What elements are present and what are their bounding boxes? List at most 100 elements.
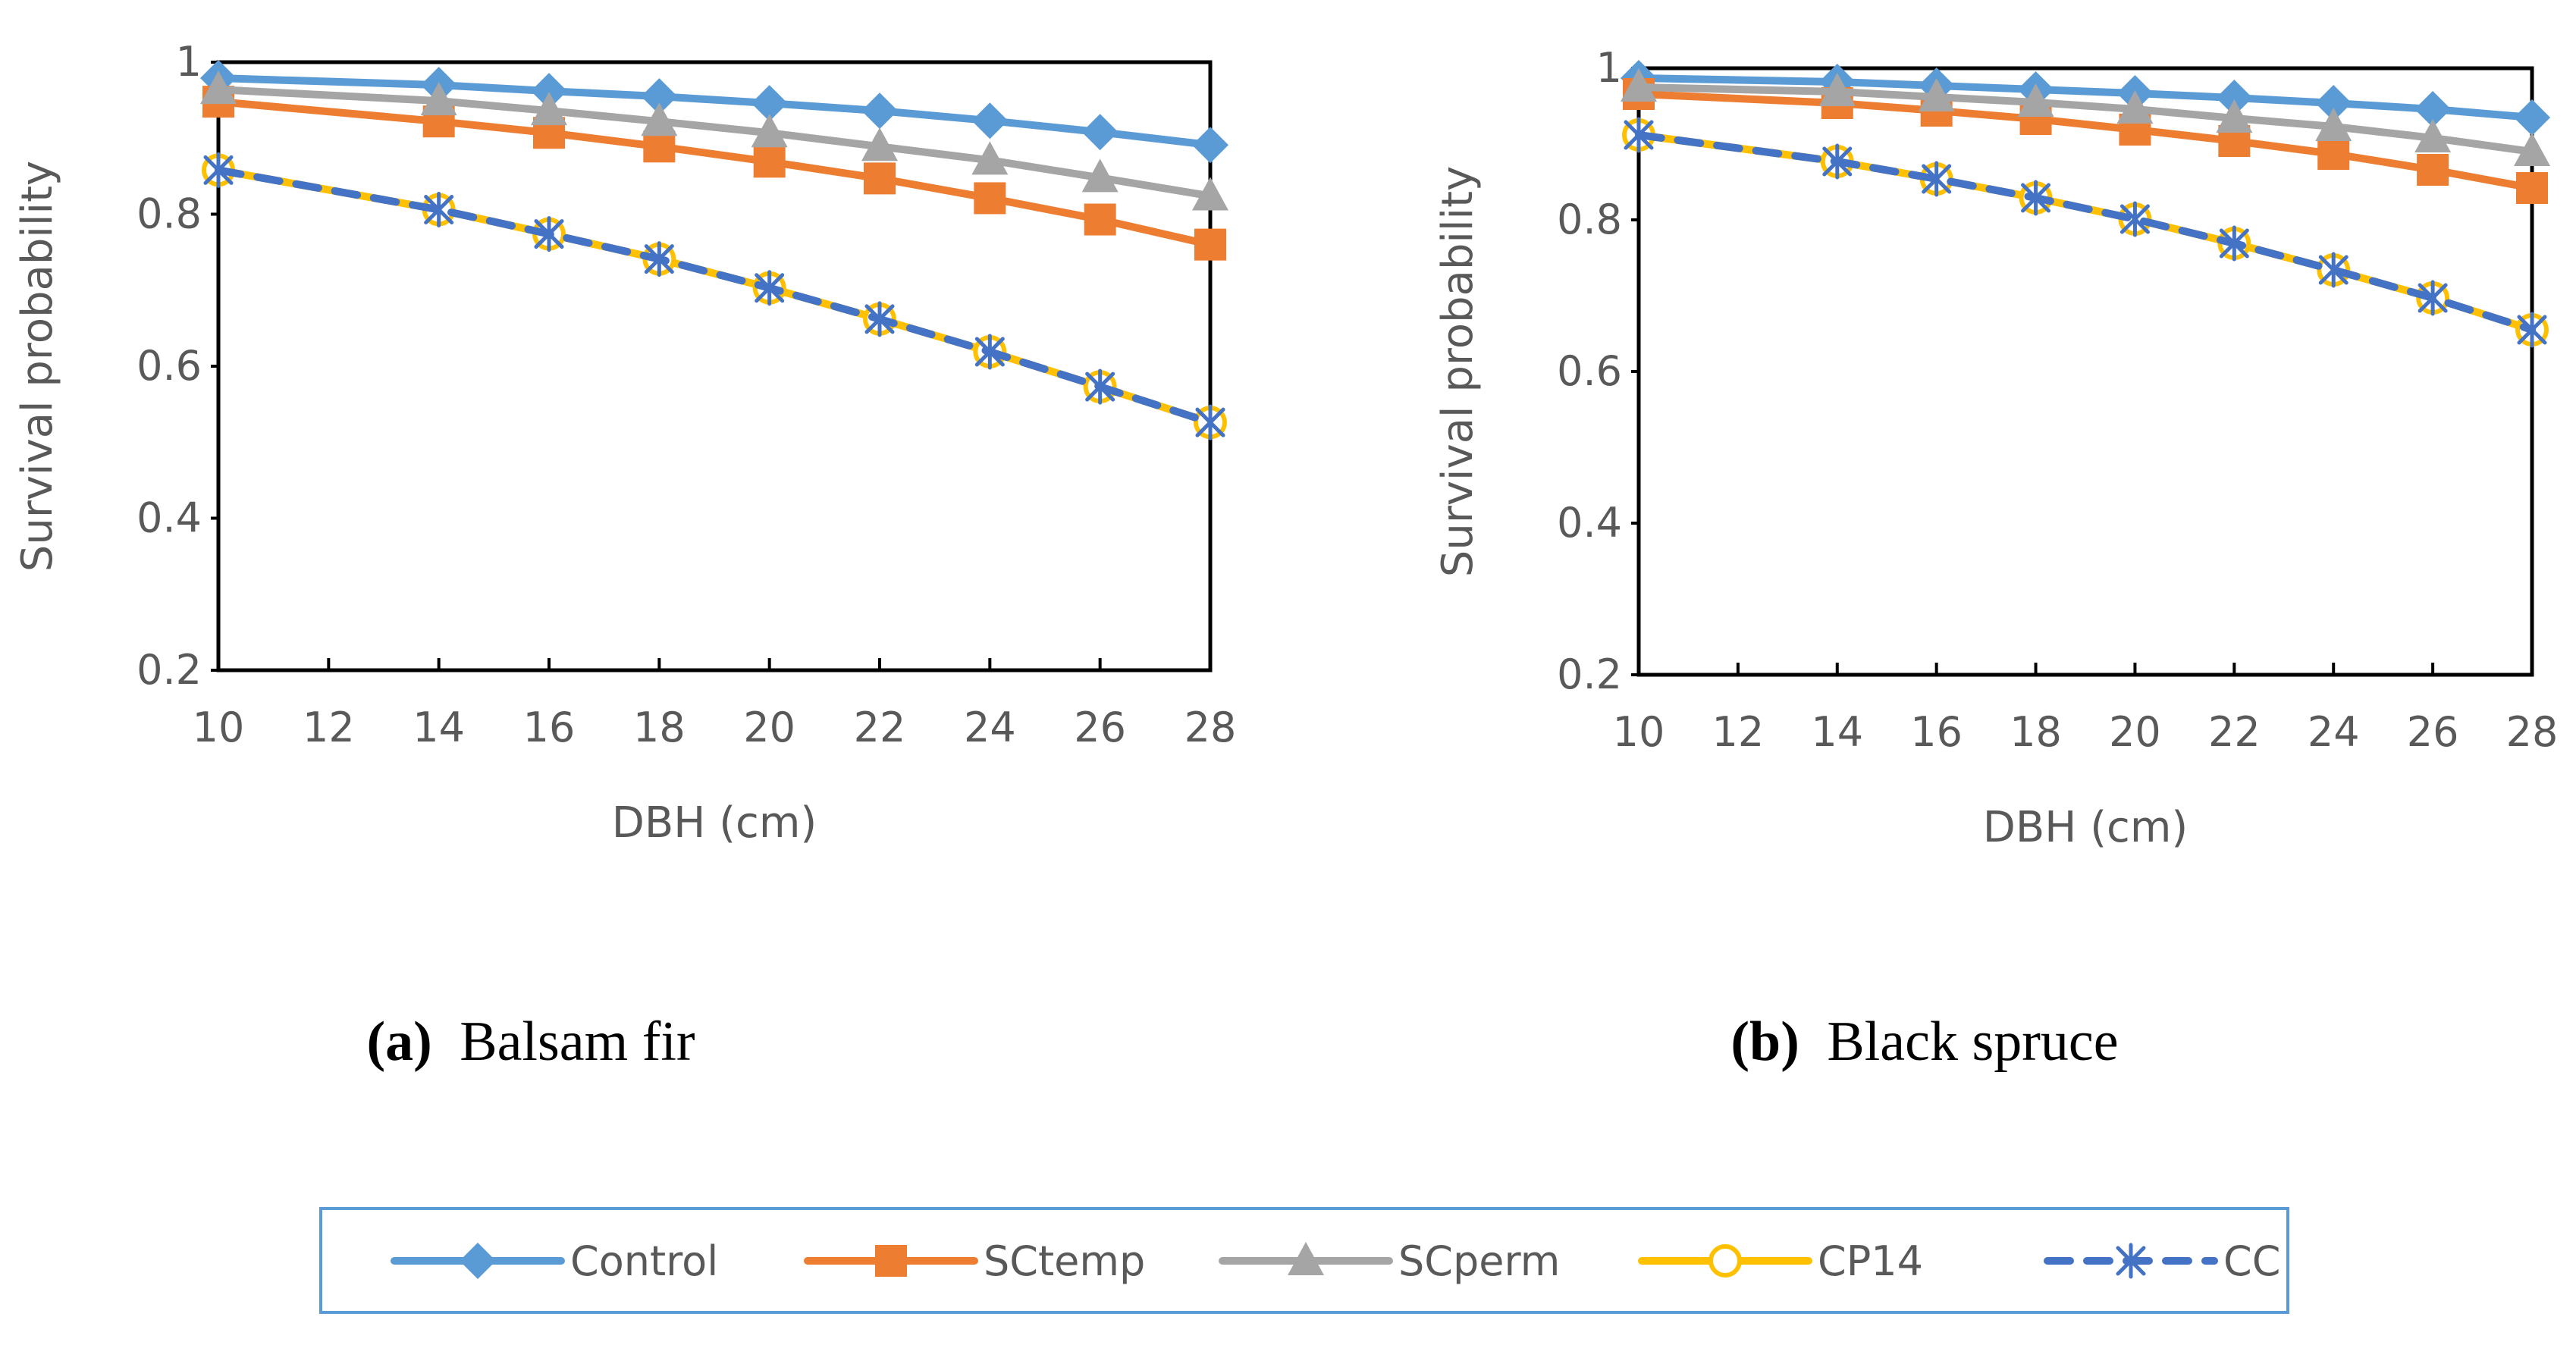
data-point-sctemp xyxy=(753,146,786,178)
data-point-sctemp xyxy=(1194,228,1226,261)
data-point-cc xyxy=(755,270,785,306)
data-point-cc xyxy=(534,216,564,252)
panel-title-a: Balsam fir xyxy=(460,1011,695,1073)
x-tick-label: 10 xyxy=(193,704,245,751)
legend-marker-scperm xyxy=(1288,1242,1324,1275)
x-tick-label: 16 xyxy=(1910,708,1963,756)
chart-panel-balsam-fir: 0.2 0.4 0.6 0.8 1 10 12 14 16 18 20 22 24 26 28 DBH (cm… xyxy=(13,38,1236,848)
data-point-control xyxy=(2414,91,2452,127)
x-tick-label: 24 xyxy=(2308,708,2360,756)
data-point-control xyxy=(531,73,567,110)
data-point-scperm xyxy=(641,102,678,136)
data-point-cc xyxy=(1624,117,1654,153)
y-tick-label: 0.8 xyxy=(136,190,202,238)
data-point-scperm xyxy=(861,127,898,161)
series-line-cp14 xyxy=(215,166,1214,427)
data-point-cc xyxy=(864,301,895,337)
series-scperm xyxy=(1621,68,2550,166)
data-point-cc xyxy=(2119,201,2150,237)
data-point-scperm xyxy=(2315,108,2352,141)
data-point-cc xyxy=(2318,252,2349,288)
legend-item-cp14: CP14 xyxy=(1638,1237,1923,1285)
x-tick-label: 12 xyxy=(1712,708,1765,756)
legend-item-scperm: SCperm xyxy=(1219,1237,1560,1285)
series-scperm xyxy=(200,71,1228,211)
x-tick-label: 18 xyxy=(2010,708,2062,756)
series-line-scperm xyxy=(215,86,1214,200)
data-point-cc xyxy=(974,334,1005,370)
data-point-scperm xyxy=(2216,99,2253,133)
data-point-control xyxy=(1081,114,1119,151)
y-tick-label: 0.4 xyxy=(1557,499,1622,547)
y-tick-label: 1 xyxy=(176,38,202,86)
series-sctemp xyxy=(1623,78,2548,204)
legend-marker-cc xyxy=(2116,1243,2146,1279)
panel-title-b: Black spruce xyxy=(1827,1011,2118,1073)
chart-panel-black-spruce: 0.2 0.4 0.6 0.8 1 10 12 14 16 18 20 22 24 26 28 DBH (cm… xyxy=(1433,44,2558,852)
data-point-cc xyxy=(1195,404,1225,440)
y-axis-title: Survival probability xyxy=(13,161,62,572)
data-point-cc xyxy=(2418,280,2448,316)
data-point-sctemp xyxy=(2317,138,2350,170)
data-point-cc xyxy=(424,191,454,227)
data-point-sctemp xyxy=(864,162,896,195)
data-point-control xyxy=(1192,127,1228,164)
legend-label-cc: CC xyxy=(2223,1237,2280,1285)
x-tick-label: 24 xyxy=(964,704,1016,751)
legend: Control SCtemp SCperm CP14 CC xyxy=(319,1207,2289,1314)
legend-item-control: Control xyxy=(391,1237,718,1285)
series-cc xyxy=(1624,117,2547,348)
x-tick-label: 20 xyxy=(2109,708,2161,756)
data-point-control xyxy=(971,102,1009,140)
x-tick-label: 22 xyxy=(2208,708,2261,756)
y-tick-label: 0.6 xyxy=(1557,347,1622,395)
data-point-cc xyxy=(2219,225,2249,262)
data-point-cc xyxy=(2021,180,2051,216)
x-tick-label: 18 xyxy=(633,704,686,751)
x-tick-label: 14 xyxy=(1811,708,1863,756)
data-point-control xyxy=(2514,99,2550,136)
data-point-scperm xyxy=(531,92,567,126)
data-point-scperm xyxy=(420,82,457,116)
x-tick-label: 16 xyxy=(523,704,576,751)
data-point-control xyxy=(641,78,678,115)
panel-caption-b: (b) Black spruce xyxy=(1730,1011,2118,1073)
data-point-cc xyxy=(203,152,234,188)
series-sctemp xyxy=(202,86,1226,261)
legend-marker-sctemp xyxy=(875,1245,907,1277)
data-point-cc xyxy=(1085,368,1115,405)
x-tick-label: 10 xyxy=(1613,708,1665,756)
y-tick-label: 0.4 xyxy=(136,494,202,542)
data-point-scperm xyxy=(1192,177,1228,211)
panel-caption-a: (a) Balsam fir xyxy=(366,1011,695,1073)
data-point-sctemp xyxy=(2516,172,2548,204)
data-point-scperm xyxy=(1081,158,1119,193)
data-point-control xyxy=(2315,85,2352,121)
series-line-cc xyxy=(215,166,1214,427)
data-point-control xyxy=(861,92,898,130)
legend-item-cc: CC xyxy=(2044,1237,2280,1285)
legend-marker-control xyxy=(460,1243,496,1279)
data-point-scperm xyxy=(751,114,788,148)
series-line-cc xyxy=(1635,131,2536,334)
panel-label-b: (b) xyxy=(1730,1011,1799,1073)
data-point-cc xyxy=(2517,312,2547,348)
data-point-scperm xyxy=(2116,90,2154,124)
data-point-scperm xyxy=(2414,119,2452,152)
data-point-scperm xyxy=(1621,68,1657,102)
x-tick-label: 22 xyxy=(854,704,906,751)
x-tick-label: 14 xyxy=(413,704,465,751)
plot-area-frame xyxy=(1636,66,2534,677)
x-tick-label: 26 xyxy=(2407,708,2459,756)
data-point-control xyxy=(2216,80,2253,116)
data-point-scperm xyxy=(2514,133,2550,166)
legend-label-control: Control xyxy=(570,1237,718,1285)
x-axis-title: DBH (cm) xyxy=(612,798,817,848)
legend-item-sctemp: SCtemp xyxy=(804,1237,1145,1285)
y-tick-label: 0.6 xyxy=(136,342,202,390)
x-tick-label: 26 xyxy=(1074,704,1126,751)
x-tick-label: 20 xyxy=(743,704,795,751)
data-point-control xyxy=(751,85,788,122)
y-tick-label: 0.2 xyxy=(136,646,202,694)
